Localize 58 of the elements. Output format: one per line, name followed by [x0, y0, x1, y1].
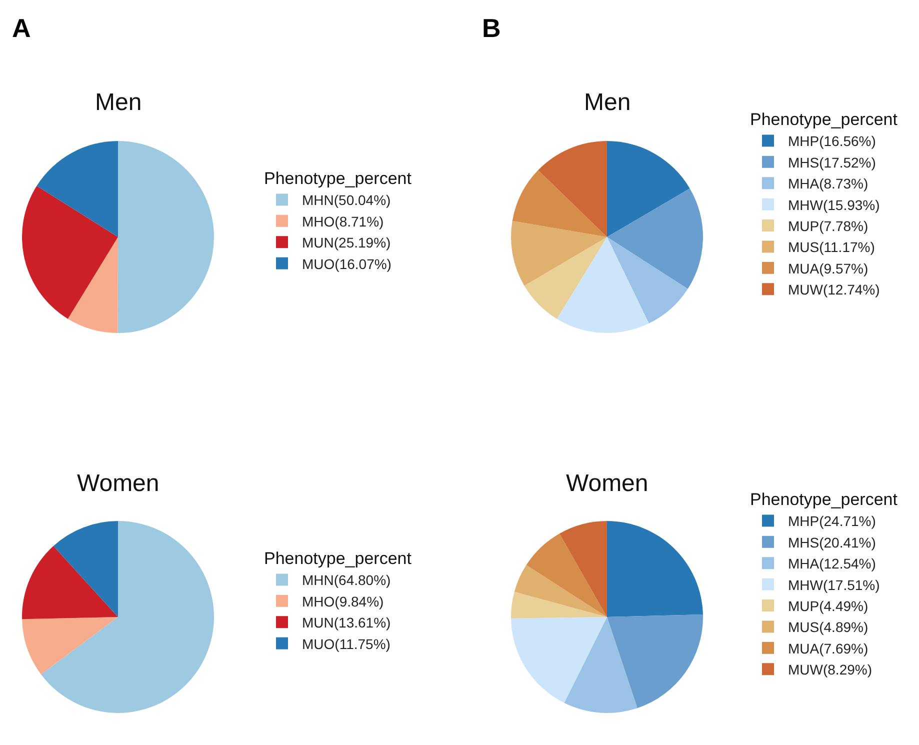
pie-slice: [524, 237, 607, 319]
legend-label: MUO(16.07%): [302, 256, 392, 272]
legend-label: MHS(20.41%): [788, 534, 876, 550]
legend-label: MHP(16.56%): [788, 133, 876, 150]
legend-label: MUS(11.17%): [788, 239, 875, 256]
legend-title: Phenotype_percent: [264, 549, 412, 568]
pie-slice: [607, 188, 703, 289]
pie-slice: [514, 565, 607, 617]
pie-slice: [607, 237, 688, 324]
legend-label: MUA(9.57%): [788, 260, 868, 276]
legend-label: MHO(9.84%): [302, 593, 384, 610]
legend-label: MHW(15.93%): [788, 196, 880, 213]
legend-title: Phenotype_percent: [264, 169, 412, 188]
legend-label: MUP(7.78%): [788, 218, 868, 234]
pie-slice: [512, 170, 607, 237]
legend-label: MHO(8.71%): [302, 213, 384, 230]
legend-label: MUW(12.74%): [788, 282, 880, 298]
legend-label: MUN(25.19%): [302, 234, 391, 251]
legend-label: MUN(13.61%): [302, 614, 391, 631]
pie-slice: [511, 592, 607, 618]
chart-title: Women: [566, 470, 648, 497]
pie-slice: [607, 141, 690, 237]
legend-label: MHP(24.71%): [788, 513, 876, 530]
pie-slice: [22, 617, 118, 674]
pie-slice: [68, 237, 118, 333]
pie-slice: [526, 534, 607, 617]
legend-label: MHN(64.80%): [302, 572, 391, 588]
legend-label: MHW(17.51%): [788, 576, 880, 593]
legend-label: MHA(8.73%): [788, 176, 868, 192]
legend-label: MUO(11.75%): [302, 636, 390, 652]
legend-label: MUW(8.29%): [788, 662, 872, 678]
chart-title: Women: [77, 470, 160, 497]
legend-label: MHN(50.04%): [302, 192, 391, 208]
chart-title: Men: [95, 89, 142, 116]
pie-slice: [511, 220, 607, 286]
legend-label: MHS(17.52%): [788, 154, 876, 170]
legend-label: MUS(4.89%): [788, 619, 868, 636]
pie-slice: [22, 186, 118, 319]
pie-slice: [53, 521, 118, 617]
pie-slice: [41, 521, 214, 713]
pie-slice: [559, 521, 607, 617]
text: A: [12, 13, 31, 43]
pie-slice: [556, 237, 649, 333]
pie-slice: [22, 546, 118, 620]
pie-slice: [607, 614, 703, 708]
legend-label: MUP(4.49%): [788, 598, 868, 614]
legend-title: Phenotype_percent: [750, 110, 898, 130]
legend-label: MUA(7.69%): [788, 640, 868, 656]
legend-label: MHA(12.54%): [788, 556, 876, 572]
pie-slice: [511, 617, 607, 703]
pie-slice: [118, 141, 214, 333]
pie-slice: [538, 141, 607, 237]
pie-slice: [564, 617, 638, 713]
text: B: [482, 13, 501, 43]
pie-slice: [607, 521, 703, 617]
pie-slice: [36, 141, 118, 237]
chart-title: Men: [584, 89, 631, 116]
legend-title: Phenotype_percent: [750, 490, 898, 510]
